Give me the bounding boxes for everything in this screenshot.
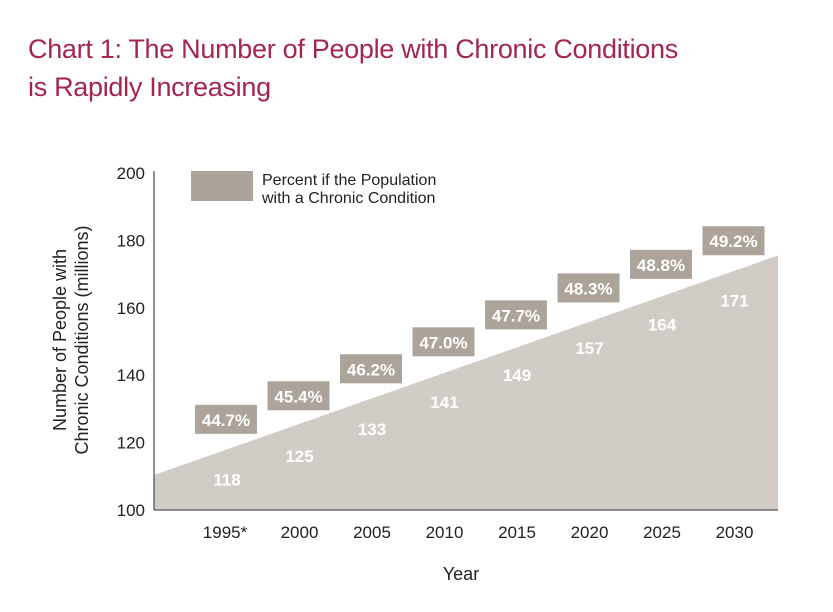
- percent-box-bg: [485, 300, 547, 330]
- chart-title-line-2: is Rapidly Increasing: [28, 72, 271, 102]
- percent-box: 48.3%: [557, 273, 620, 303]
- x-axis-title: Year: [443, 564, 479, 584]
- y-axis-title: Number of People with Chronic Conditions …: [50, 225, 92, 454]
- value-label: 171: [720, 292, 748, 311]
- percent-box-bg: [412, 327, 475, 357]
- y-axis-title-line: Number of People with: [50, 249, 70, 431]
- value-label: 157: [575, 339, 603, 358]
- percent-box: 49.2%: [702, 226, 765, 256]
- y-axis-title-line: Chronic Conditions (millions): [72, 225, 92, 454]
- axis-titles: Year Number of People with Chronic Conditi…: [50, 225, 479, 584]
- y-tick-label: 160: [117, 299, 145, 318]
- percent-box: 44.7%: [195, 404, 257, 434]
- percent-label: 47.7%: [492, 306, 540, 325]
- percent-box: 46.2%: [340, 354, 402, 384]
- percent-label: 48.3%: [564, 279, 612, 298]
- value-label: 164: [648, 315, 677, 334]
- percent-box: 45.4%: [267, 381, 330, 411]
- percent-box-bg: [267, 381, 330, 411]
- percent-boxes: 44.7% 45.4% 46.2% 47.0% 47.7% 48.3% 48.8% 49.2%: [195, 226, 765, 434]
- percent-label: 49.2%: [709, 232, 757, 251]
- percent-box-bg: [557, 273, 620, 303]
- percent-label: 47.0%: [419, 333, 467, 352]
- y-tick-label: 100: [117, 501, 145, 520]
- value-label: 141: [430, 393, 458, 412]
- chronic-conditions-area: [154, 255, 778, 510]
- x-tick-label: 2015: [498, 523, 536, 542]
- percent-label: 45.4%: [274, 387, 322, 406]
- value-label: 149: [503, 366, 531, 385]
- x-tick-label: 1995*: [203, 523, 248, 542]
- value-label: 125: [285, 447, 313, 466]
- axes-layer: [153, 171, 778, 511]
- y-tick-label: 140: [117, 366, 145, 385]
- x-tick-label: 2025: [643, 523, 681, 542]
- percent-box: 47.0%: [412, 327, 475, 357]
- percent-label: 46.2%: [347, 360, 395, 379]
- percent-label: 44.7%: [202, 411, 250, 430]
- x-tick-label: 2010: [426, 523, 464, 542]
- x-tick-label: 2030: [716, 523, 754, 542]
- value-label: 118: [213, 470, 240, 489]
- percent-box: 48.8%: [630, 249, 692, 279]
- area-layer: [154, 255, 778, 510]
- x-tick-label: 2020: [571, 523, 609, 542]
- legend-swatch: [191, 171, 253, 201]
- y-tick-label: 180: [117, 231, 145, 250]
- percent-box-bg: [630, 249, 692, 279]
- y-tick-label: 200: [117, 164, 145, 183]
- chart-title-line-1: Chart 1: The Number of People with Chron…: [28, 34, 678, 64]
- x-tick-labels: 1995* 2000 2005 2010 2015 2020 2025 2030: [203, 523, 754, 542]
- legend-label: Percent if the Population: [262, 172, 436, 189]
- y-tick-label: 120: [117, 434, 145, 453]
- percent-box-bg: [340, 354, 402, 384]
- percent-box-bg: [195, 404, 257, 434]
- legend-label: with a Chronic Condition: [261, 190, 435, 207]
- x-tick-label: 2005: [353, 523, 391, 542]
- chart-title: Chart 1: The Number of People with Chron…: [28, 30, 828, 106]
- y-tick-labels: 100 120 140 160 180 200: [117, 164, 145, 520]
- x-tick-label: 2000: [281, 523, 319, 542]
- percent-box: 47.7%: [485, 300, 547, 330]
- value-label: 133: [358, 420, 386, 439]
- percent-label: 48.8%: [637, 256, 685, 275]
- value-labels: 118 125 133 141 149 157 164 171: [213, 292, 748, 490]
- percent-box-bg: [702, 226, 765, 256]
